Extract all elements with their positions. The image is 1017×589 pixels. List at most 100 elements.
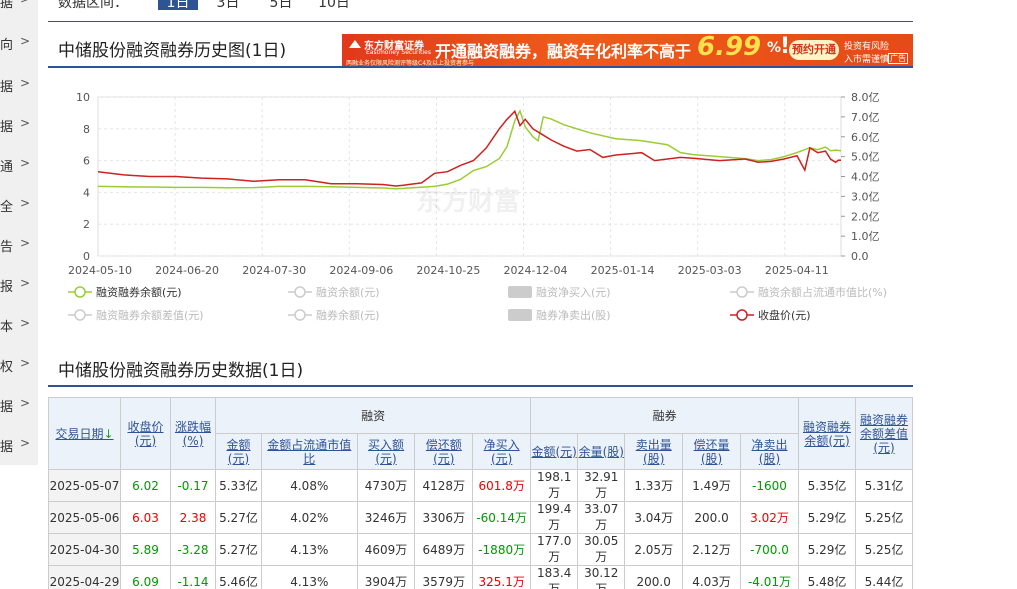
col-total-balance[interactable]: 融资融券余额(元) <box>798 397 856 470</box>
cell-total: 5.29亿 <box>798 501 856 534</box>
table-row: 2025-04-30 5.89 -3.28 5.27亿 4.13% 4609万 6489万 -… <box>48 533 913 566</box>
left-nav-item[interactable]: 据> <box>0 116 38 136</box>
sort-down-icon[interactable]: ↓ <box>103 426 114 441</box>
col-lending-2[interactable]: 卖出量(股) <box>624 433 684 470</box>
ad-rate-percent: % <box>767 40 782 56</box>
legend-label[interactable]: 融资余额(元) <box>316 285 380 299</box>
legend-label[interactable]: 融资融券余额(元) <box>96 285 182 299</box>
left-nav-item[interactable]: 权 > <box>0 356 38 376</box>
chevron-right-icon: > <box>20 356 31 370</box>
legend-marker-icon[interactable] <box>736 286 748 298</box>
legend-marker-icon[interactable] <box>74 286 86 298</box>
col-financing-4[interactable]: 净买入(元) <box>472 433 532 470</box>
cell-diff: 5.31亿 <box>855 469 913 502</box>
cell-fin-amount: 5.46亿 <box>215 565 262 589</box>
left-nav-item[interactable]: 本 > <box>0 316 38 336</box>
ad-tag: 广告 <box>888 53 908 64</box>
col-lending-3[interactable]: 偿还量(股) <box>682 433 741 470</box>
col-close[interactable]: 收盘价(元) <box>120 397 171 470</box>
col-financing-1[interactable]: 金额占流通市值比 <box>260 433 358 470</box>
y-left-tick-label: 0 <box>83 250 90 263</box>
cell-diff: 5.44亿 <box>855 565 913 589</box>
chevron-right-icon: > <box>20 236 31 250</box>
col-change[interactable]: 涨跌幅(%) <box>170 397 216 470</box>
ad-brand: 东方财富证券 <box>364 41 424 52</box>
col-balance-diff[interactable]: 融资融券余额差值(元) <box>855 397 913 470</box>
cell-lend-net: 3.02万 <box>739 501 800 534</box>
x-tick-label: 2024-09-06 <box>329 264 393 277</box>
legend-label[interactable]: 融券净卖出(股) <box>536 308 611 322</box>
ad-fine-print: 两融业务仅限风险测评等级C4及以上投资者参与 <box>346 60 475 66</box>
col-financing-0[interactable]: 金额(元) <box>215 433 262 470</box>
cell-close: 6.09 <box>120 565 171 589</box>
left-nav-item[interactable]: 全 > <box>0 196 38 216</box>
legend-label[interactable]: 融资余额占流通市值比(%) <box>758 285 887 299</box>
ad-banner[interactable]: 东方财富证券 Eastmoney Securities 两融业务仅限风险测评等级… <box>342 34 913 66</box>
legend-label[interactable]: 融券余额(元) <box>316 308 380 322</box>
cell-lend-amount: 183.4万 <box>530 565 579 589</box>
left-nav-item[interactable]: 据> <box>0 436 38 456</box>
left-nav-item[interactable]: 通 > <box>0 156 38 176</box>
period-tab-1d[interactable]: 1日 <box>158 0 198 11</box>
legend-label[interactable]: 融资融券余额差值(元) <box>96 308 204 322</box>
ad-signup-button[interactable]: 预约开通 <box>789 40 839 60</box>
cell-fin-buy: 3904万 <box>356 565 416 589</box>
left-nav-item[interactable]: 据> <box>0 0 38 12</box>
y-right-tick-label: 4.0亿 <box>851 171 880 184</box>
y-right-tick-label: 3.0亿 <box>851 190 880 203</box>
col-lending-1[interactable]: 余量(股) <box>577 433 626 470</box>
left-nav-item-label: 本 <box>0 320 14 335</box>
margin-history-chart[interactable]: 10 8 6 4 2 0 8.0亿 7.0亿 6.0亿 5.0亿 4.0亿 3.0亿 2.0亿 1.0亿 0… <box>48 80 913 330</box>
left-nav-item[interactable]: 报 > <box>0 276 38 296</box>
left-nav-item-label: 通 <box>0 160 14 175</box>
x-tick-label: 2024-10-25 <box>416 264 480 277</box>
cell-fin-net: 601.8万 <box>472 469 532 502</box>
left-nav-item[interactable]: 向 > <box>0 34 38 54</box>
cell-fin-ratio: 4.08% <box>260 469 358 502</box>
col-financing-3[interactable]: 偿还额(元) <box>414 433 474 470</box>
legend-marker-icon[interactable] <box>74 309 86 321</box>
period-tab-3d[interactable]: 3日 <box>216 0 240 11</box>
cell-change: -0.17 <box>170 469 216 502</box>
left-nav-item[interactable]: 据> <box>0 76 38 96</box>
cell-lend-net: -4.01万 <box>739 565 800 589</box>
y-left-tick-label: 2 <box>83 218 90 231</box>
cell-fin-ratio: 4.02% <box>260 501 358 534</box>
legend-bar-icon[interactable] <box>508 286 532 298</box>
cell-date: 2025-04-29 <box>48 565 121 589</box>
period-label: 数据区间： <box>58 0 128 11</box>
left-nav-item-label: 向 <box>0 38 14 53</box>
legend-marker-icon[interactable] <box>294 309 306 321</box>
col-lending-4[interactable]: 净卖出(股) <box>739 433 800 470</box>
cell-fin-amount: 5.33亿 <box>215 469 262 502</box>
legend-marker-icon[interactable] <box>294 286 306 298</box>
cell-close: 6.03 <box>120 501 171 534</box>
group-lending: 融券 <box>530 397 799 434</box>
left-nav: 据>向>据>据>通>全>告>报>本>权>据>据> <box>0 0 38 465</box>
y-right-tick-label: 0.0 <box>851 250 869 263</box>
cell-fin-ratio: 4.13% <box>260 565 358 589</box>
col-date[interactable]: 交易日期↓ <box>48 397 121 470</box>
period-tab-10d[interactable]: 10日 <box>318 0 350 11</box>
legend-label[interactable]: 融资净买入(元) <box>536 285 611 299</box>
cell-lend-repay: 1.49万 <box>682 469 741 502</box>
legend-label[interactable]: 收盘价(元) <box>758 308 811 322</box>
table-row: 2025-05-06 6.03 2.38 5.27亿 4.02% 3246万 3306万 -6… <box>48 501 913 534</box>
chevron-right-icon: > <box>20 76 31 90</box>
left-nav-item[interactable]: 据> <box>0 396 38 416</box>
series-line-0 <box>97 108 842 190</box>
left-nav-item[interactable]: 告 > <box>0 236 38 256</box>
y-left-tick-label: 10 <box>76 91 90 104</box>
chart-title: 中储股份融资融券历史图(1日) <box>58 41 287 61</box>
ad-risk-line2: 入市需谨慎 <box>844 55 890 65</box>
cell-fin-repay: 4128万 <box>414 469 474 502</box>
col-financing-2[interactable]: 买入额(元) <box>356 433 416 470</box>
legend-marker-icon[interactable] <box>736 309 748 321</box>
legend-bar-icon[interactable] <box>508 309 532 321</box>
cell-fin-buy: 4730万 <box>356 469 416 502</box>
period-tab-5d[interactable]: 5日 <box>269 0 293 11</box>
ad-slogan: 开通融资融券，融资年化利率不高于 <box>435 42 692 61</box>
watermark: 东方财富 <box>416 186 520 217</box>
col-lending-0[interactable]: 金额(元) <box>530 433 579 470</box>
y-left-tick-label: 6 <box>83 155 90 168</box>
